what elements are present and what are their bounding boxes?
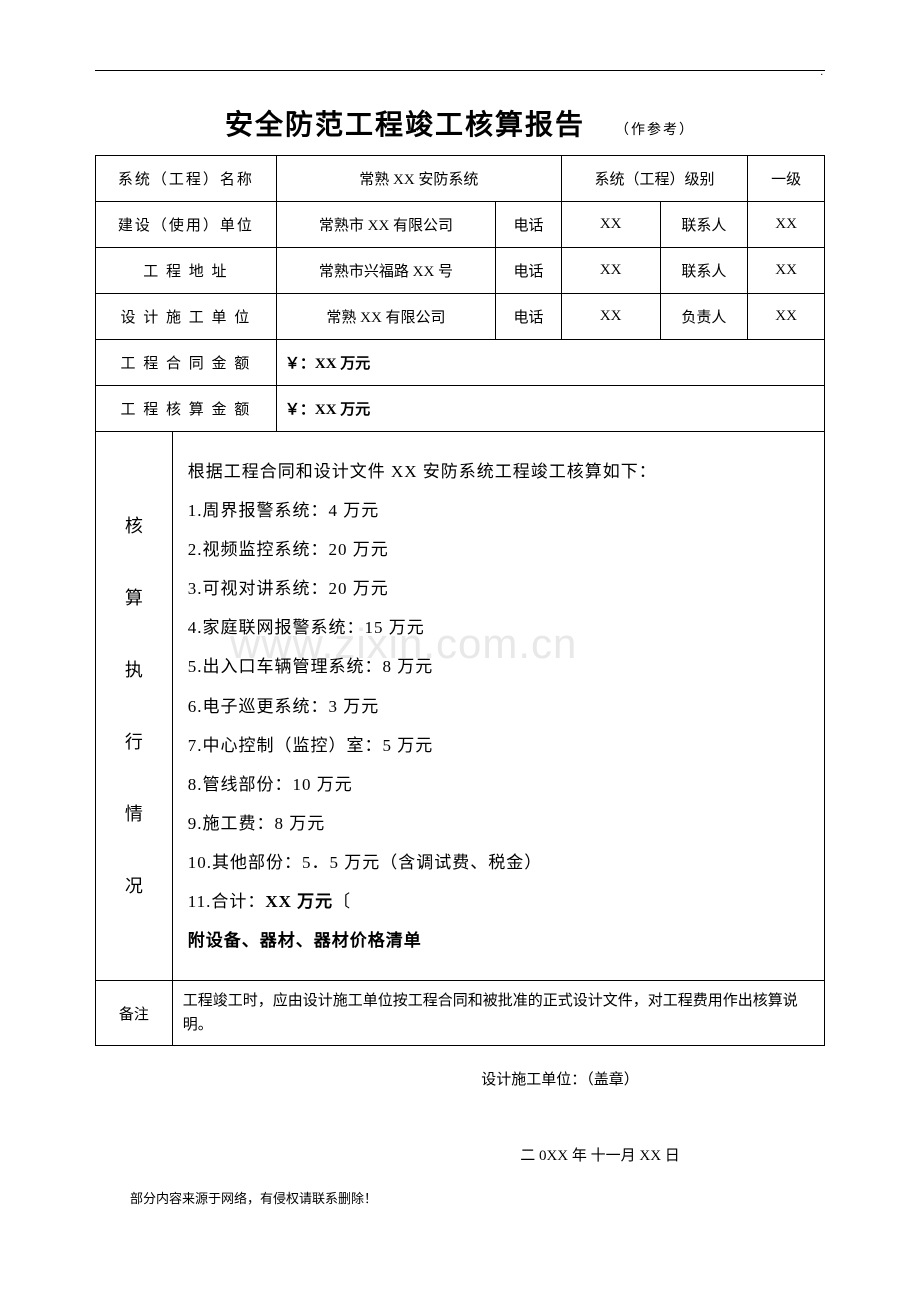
phone-label: 电话 bbox=[496, 248, 562, 294]
contract-amount-label: 工 程 合 同 金 额 bbox=[96, 340, 277, 386]
table-row: 备注 工程竣工时，应由设计施工单位按工程合同和被批准的正式设计文件，对工程费用作… bbox=[96, 981, 825, 1046]
detail-item: 1.周界报警系统：4 万元 bbox=[188, 491, 809, 530]
report-table: 系统（工程）名称 常熟 XX 安防系统 系统（工程）级别 一级 建设（使用）单位… bbox=[95, 155, 825, 1046]
table-row: 工 程 核 算 金 额 ￥：XX 万元 bbox=[96, 386, 825, 432]
table-row: 设 计 施 工 单 位 常熟 XX 有限公司 电话 XX 负责人 XX bbox=[96, 294, 825, 340]
detail-total: 11.合计：XX 万元〔 bbox=[188, 882, 809, 921]
syslevel-label: 系统（工程）级别 bbox=[561, 156, 747, 202]
table-row: 系统（工程）名称 常熟 XX 安防系统 系统（工程）级别 一级 bbox=[96, 156, 825, 202]
detail-attach: 附设备、器材、器材价格清单 bbox=[188, 921, 809, 960]
detail-item: 10.其他部份：5．5 万元（含调试费、税金） bbox=[188, 843, 809, 882]
settlement-amount-value: ￥：XX 万元 bbox=[276, 386, 824, 432]
address-label: 工 程 地 址 bbox=[96, 248, 277, 294]
contact-label: 联系人 bbox=[660, 248, 748, 294]
page-subtitle: （作参考） bbox=[615, 119, 695, 139]
syslevel-value: 一级 bbox=[748, 156, 825, 202]
designer-value: 常熟 XX 有限公司 bbox=[276, 294, 495, 340]
sysname-label: 系统（工程）名称 bbox=[96, 156, 277, 202]
address-value: 常熟市兴福路 XX 号 bbox=[276, 248, 495, 294]
detail-intro: 根据工程合同和设计文件 XX 安防系统工程竣工核算如下： bbox=[188, 452, 809, 491]
table-row: 建设（使用）单位 常熟市 XX 有限公司 电话 XX 联系人 XX bbox=[96, 202, 825, 248]
sysname-value: 常熟 XX 安防系统 bbox=[276, 156, 561, 202]
designer-label: 设 计 施 工 单 位 bbox=[96, 294, 277, 340]
phone-value: XX bbox=[561, 294, 660, 340]
table-row: 工 程 合 同 金 额 ￥：XX 万元 bbox=[96, 340, 825, 386]
page-title: 安全防范工程竣工核算报告 bbox=[225, 103, 585, 143]
phone-label: 电话 bbox=[496, 202, 562, 248]
detail-item: 5.出入口车辆管理系统：8 万元 bbox=[188, 647, 809, 686]
table-row: 核算执行情况 根据工程合同和设计文件 XX 安防系统工程竣工核算如下： 1.周界… bbox=[96, 432, 825, 981]
date-line: 二 0XX 年 十一月 XX 日 bbox=[95, 1144, 825, 1165]
top-dot: . bbox=[95, 67, 825, 78]
manager-value: XX bbox=[748, 294, 825, 340]
phone-value: XX bbox=[561, 248, 660, 294]
builder-value: 常熟市 XX 有限公司 bbox=[276, 202, 495, 248]
contact-label: 联系人 bbox=[660, 202, 748, 248]
remark-label: 备注 bbox=[96, 981, 173, 1046]
contact-value: XX bbox=[748, 248, 825, 294]
phone-value: XX bbox=[561, 202, 660, 248]
footer-text: 部分内容来源于网络，有侵权请联系删除！ bbox=[130, 1188, 377, 1207]
manager-label: 负责人 bbox=[660, 294, 748, 340]
phone-label: 电话 bbox=[496, 294, 562, 340]
contract-amount-value: ￥：XX 万元 bbox=[276, 340, 824, 386]
details-cell: 根据工程合同和设计文件 XX 安防系统工程竣工核算如下： 1.周界报警系统：4 … bbox=[172, 432, 824, 981]
detail-item: 7.中心控制（监控）室：5 万元 bbox=[188, 726, 809, 765]
table-row: 工 程 地 址 常熟市兴福路 XX 号 电话 XX 联系人 XX bbox=[96, 248, 825, 294]
details-vlabel: 核算执行情况 bbox=[96, 432, 173, 981]
detail-item: 4.家庭联网报警系统：15 万元 bbox=[188, 608, 809, 647]
detail-item: 6.电子巡更系统：3 万元 bbox=[188, 687, 809, 726]
remark-value: 工程竣工时，应由设计施工单位按工程合同和被批准的正式设计文件，对工程费用作出核算… bbox=[172, 981, 824, 1046]
detail-item: 3.可视对讲系统：20 万元 bbox=[188, 569, 809, 608]
signature-line: 设计施工单位：（盖章） bbox=[95, 1068, 825, 1089]
builder-label: 建设（使用）单位 bbox=[96, 202, 277, 248]
contact-value: XX bbox=[748, 202, 825, 248]
detail-item: 9.施工费：8 万元 bbox=[188, 804, 809, 843]
detail-item: 2.视频监控系统：20 万元 bbox=[188, 530, 809, 569]
settlement-amount-label: 工 程 核 算 金 额 bbox=[96, 386, 277, 432]
detail-item: 8.管线部份：10 万元 bbox=[188, 765, 809, 804]
